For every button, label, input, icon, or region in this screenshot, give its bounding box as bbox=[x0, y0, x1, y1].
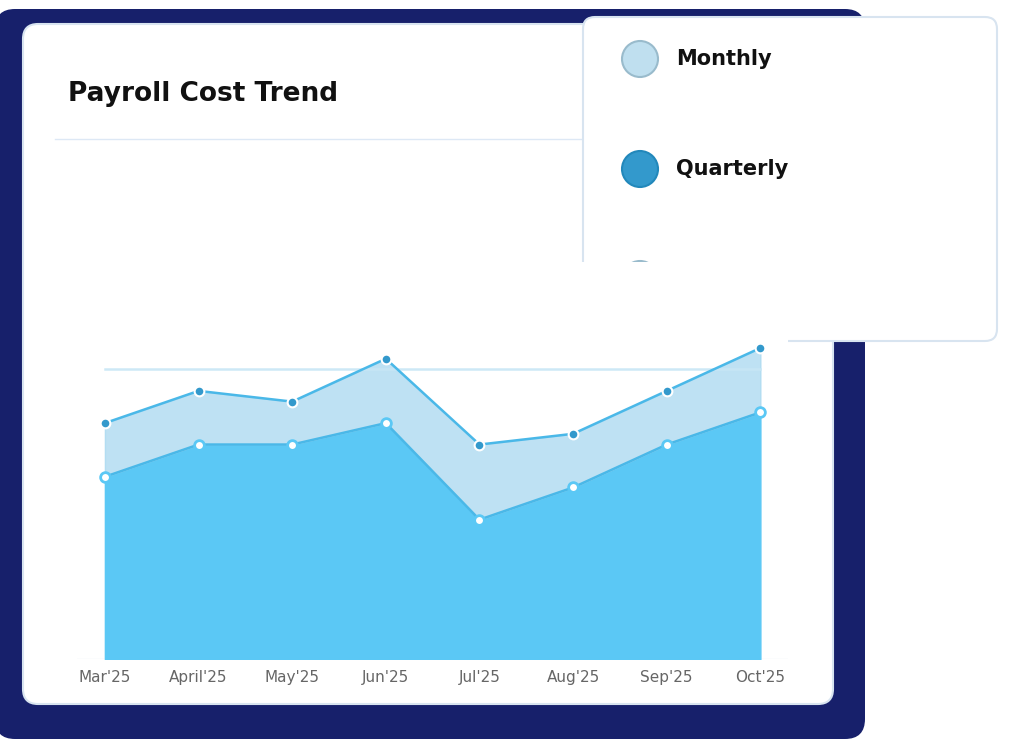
FancyBboxPatch shape bbox=[23, 24, 833, 704]
Text: Payroll Cost Trend: Payroll Cost Trend bbox=[68, 81, 338, 107]
Circle shape bbox=[622, 261, 658, 297]
Text: Quarterly: Quarterly bbox=[676, 159, 788, 179]
FancyBboxPatch shape bbox=[0, 9, 865, 739]
Text: Monthly: Monthly bbox=[676, 49, 772, 69]
Text: Yearly: Yearly bbox=[676, 269, 749, 289]
FancyBboxPatch shape bbox=[583, 17, 997, 341]
Circle shape bbox=[622, 41, 658, 77]
Circle shape bbox=[622, 151, 658, 187]
